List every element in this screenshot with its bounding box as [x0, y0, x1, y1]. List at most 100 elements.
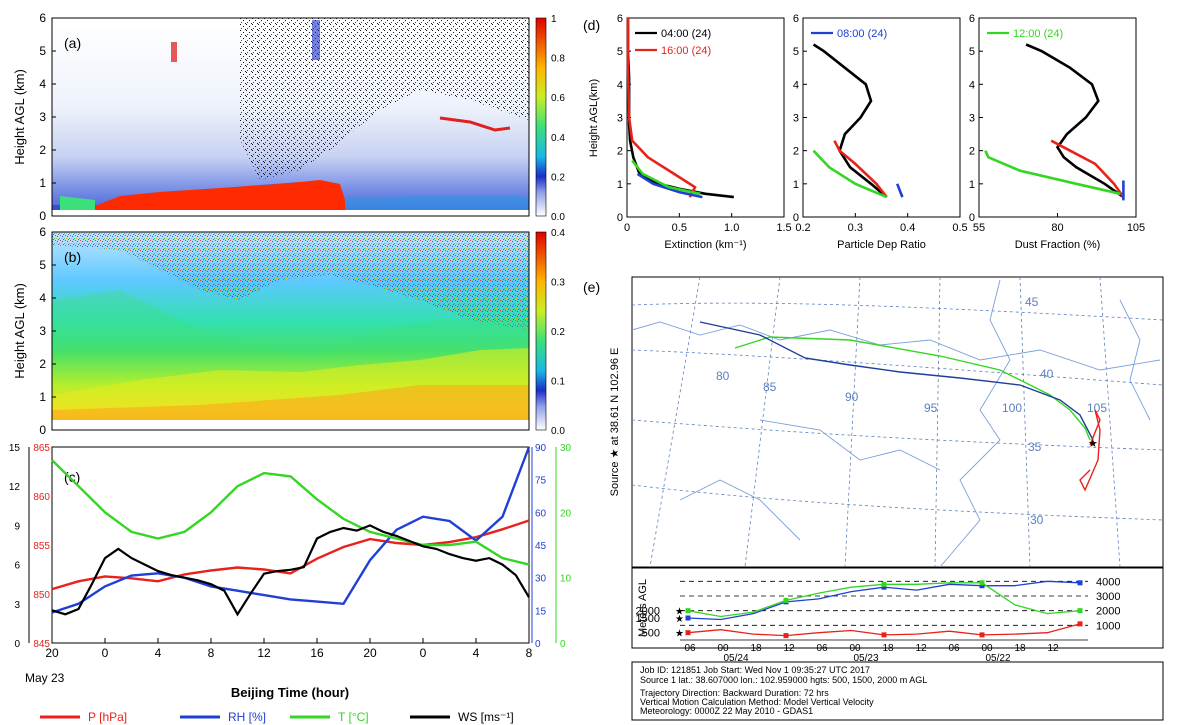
panel-d-y-tick-label: 0	[969, 212, 975, 224]
source-star-icon: ★	[675, 629, 684, 640]
map-lon-label: 90	[845, 390, 859, 404]
panel-d-y-tick-label: 0	[617, 212, 623, 224]
panel-d-subplot-2	[802, 17, 961, 218]
panel-d-y-tick-label: 4	[617, 79, 623, 91]
panel-d-x-tick-label: 0.2	[795, 222, 810, 234]
series-p-line	[51, 519, 530, 591]
colorbar-a-tick-label: 0.8	[551, 54, 565, 65]
panel-d-y-tick-label: 6	[969, 13, 975, 25]
rh-axis-tick-label: 60	[535, 508, 547, 519]
panel-d-x-tick-label: 55	[973, 222, 985, 234]
height-date-tick-label: 05/24	[723, 653, 748, 664]
panel-d-legend-label: 12:00 (24)	[1013, 28, 1063, 40]
panel-c-x-tick-label: 4	[473, 646, 480, 660]
panel-d-y-tick-label: 5	[969, 46, 975, 58]
colorbar-b-tick-label: 0.0	[551, 426, 565, 437]
height-right-tick-label: 1000	[1096, 620, 1120, 632]
rh-axis-tick-label: 45	[535, 541, 547, 552]
panel-c-x-tick-label: 20	[363, 646, 377, 660]
traj-height-marker	[881, 632, 887, 638]
profile-line	[812, 43, 888, 199]
dust-layer-core	[95, 180, 345, 212]
panel-c-xlabel: Beijing Time (hour)	[231, 685, 349, 700]
panel-d-x-tick-label: 0.5	[672, 222, 687, 234]
panel-d-y-tick-label: 5	[793, 46, 799, 58]
traj-height-marker	[685, 608, 691, 614]
map-lat-label: 40	[1040, 367, 1054, 381]
traj-map-2000m	[734, 336, 1091, 441]
source-star-icon: ★	[1088, 438, 1098, 450]
panel-b-ylabel: Height AGL (km)	[12, 283, 27, 379]
colorbar-b-tick-label: 0.1	[551, 377, 565, 388]
traj-map-1500m	[699, 321, 1094, 441]
height-time-tick-label: 00	[717, 643, 729, 654]
map-lon-label: 100	[1002, 401, 1022, 415]
height-time-tick-label: 12	[915, 643, 927, 654]
panel-b: (b) Height AGL (km) 0 1 2 3 4 5 6 0.0 0.1 0.2 0.3…	[12, 225, 565, 437]
traj-height-marker	[685, 630, 691, 636]
height-right-tick-label: 2000	[1096, 606, 1120, 618]
traj-height-marker	[881, 584, 887, 590]
panel-a-y-tick-label: 1	[39, 176, 46, 190]
panel-c-x-tick-label: 0	[102, 646, 109, 660]
colorbar-b-tick-label: 0.2	[551, 327, 565, 338]
height-left-tick-label: 2000	[636, 606, 660, 618]
map-lon-label: 80	[716, 369, 730, 383]
height-plot-ylabel: Meters AGL	[637, 579, 649, 637]
panel-d-x-tick-label: 105	[1127, 222, 1145, 234]
info-box	[631, 661, 1164, 721]
panel-c-x-tick-label: 0	[420, 646, 427, 660]
rh-axis-tick-label: 15	[535, 606, 547, 617]
panel-d-x-tick-label: 80	[1051, 222, 1063, 234]
panel-d-legend-label: 08:00 (24)	[837, 28, 887, 40]
height-time-tick-label: 06	[684, 643, 696, 654]
height-date-tick-label: 05/22	[985, 653, 1010, 664]
panel-a-y-tick-label: 4	[39, 77, 46, 91]
panel-d-y-tick-label: 3	[793, 113, 799, 125]
panel-d-y-tick-label: 1	[617, 179, 623, 191]
series-rh-line	[51, 446, 531, 614]
colorbar-a-tick-label: 0.0	[551, 212, 565, 223]
source-star-icon: ★	[675, 607, 684, 618]
panel-b-y-tick-label: 0	[39, 423, 46, 437]
map-lat-label: 30	[1030, 513, 1044, 527]
traj-height-marker	[783, 597, 789, 603]
height-date-tick-label: 05/23	[853, 653, 878, 664]
map-lon-label: 105	[1087, 401, 1107, 415]
panel-a-ylabel: Height AGL (km)	[12, 69, 27, 165]
colorbar-b	[535, 231, 547, 431]
profile-line	[984, 150, 1121, 196]
panel-b-y-tick-label: 5	[39, 258, 46, 272]
rh-axis-tick-label: 75	[535, 476, 547, 487]
panel-d-legend-label: 16:00 (24)	[661, 45, 711, 57]
profile-line	[631, 159, 701, 196]
colorbar-a-tick-label: 0.4	[551, 133, 565, 144]
info-line: Trajectory Direction: Backward Duration:…	[640, 688, 829, 698]
map-graticule	[631, 276, 1164, 568]
rh-axis-tick-label: 0	[535, 639, 541, 650]
height-time-tick-label: 12	[1047, 643, 1059, 654]
traj-height-marker	[979, 580, 985, 586]
panel-a-label: (a)	[64, 35, 81, 51]
panel-d-y-tick-label: 4	[793, 79, 799, 91]
traj-height-marker	[1077, 621, 1083, 627]
ws-axis-tick-label: 3	[14, 600, 20, 611]
p-axis-tick-label: 845	[33, 639, 50, 650]
traj-height-marker	[685, 615, 691, 621]
panel-c-x-tick-label: 8	[526, 646, 533, 660]
panel-b-y-tick-label: 2	[39, 357, 46, 371]
height-time-tick-label: 06	[816, 643, 828, 654]
ws-axis-tick-label: 6	[14, 561, 20, 572]
panel-b-y-tick-label: 1	[39, 390, 46, 404]
panel-b-y-ticks: 0 1 2 3 4 5 6	[39, 225, 56, 437]
traj-height-marker	[1077, 608, 1083, 614]
panel-c-x-tick-label: 12	[257, 646, 271, 660]
height-time-tick-label: 18	[882, 643, 894, 654]
map-borders	[631, 279, 1161, 568]
panel-b-y-tick-label: 3	[39, 324, 46, 338]
panel-d-xlabel: Particle Dep Ratio	[837, 239, 926, 251]
panel-d-y-tick-label: 2	[617, 146, 623, 158]
height-time-tick-label: 18	[750, 643, 762, 654]
height-right-tick-label: 4000	[1096, 576, 1120, 588]
